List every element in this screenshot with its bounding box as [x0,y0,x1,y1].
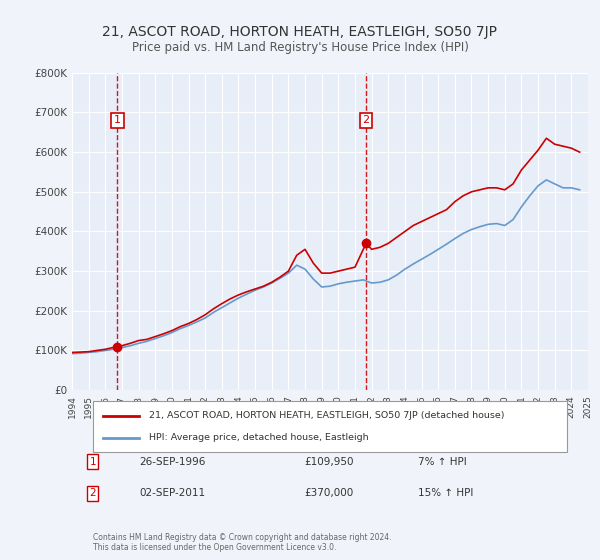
Text: Contains HM Land Registry data © Crown copyright and database right 2024.
This d: Contains HM Land Registry data © Crown c… [92,533,391,552]
Text: 21, ASCOT ROAD, HORTON HEATH, EASTLEIGH, SO50 7JP: 21, ASCOT ROAD, HORTON HEATH, EASTLEIGH,… [103,25,497,39]
Text: 26-SEP-1996: 26-SEP-1996 [139,456,205,466]
Text: 21, ASCOT ROAD, HORTON HEATH, EASTLEIGH, SO50 7JP (detached house): 21, ASCOT ROAD, HORTON HEATH, EASTLEIGH,… [149,411,505,420]
Text: 1: 1 [89,456,96,466]
Text: 7% ↑ HPI: 7% ↑ HPI [418,456,466,466]
Text: 15% ↑ HPI: 15% ↑ HPI [418,488,473,498]
Text: Price paid vs. HM Land Registry's House Price Index (HPI): Price paid vs. HM Land Registry's House … [131,41,469,54]
Text: £109,950: £109,950 [304,456,354,466]
Text: 2: 2 [89,488,96,498]
Text: 2: 2 [362,115,370,125]
Text: 02-SEP-2011: 02-SEP-2011 [139,488,205,498]
Text: 1: 1 [114,115,121,125]
Text: £370,000: £370,000 [304,488,353,498]
FancyBboxPatch shape [92,401,568,452]
Text: HPI: Average price, detached house, Eastleigh: HPI: Average price, detached house, East… [149,433,369,442]
